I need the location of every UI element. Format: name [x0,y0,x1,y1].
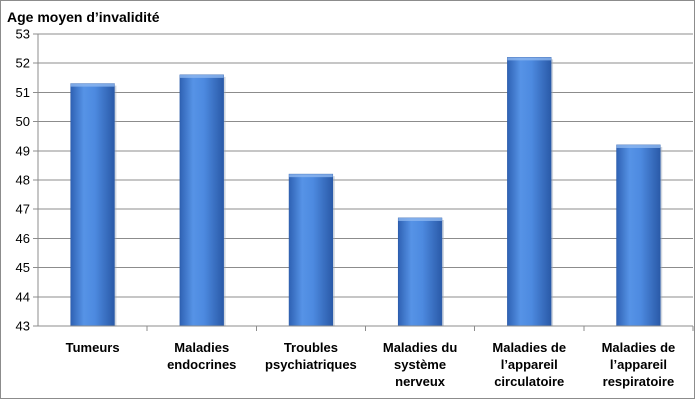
bar [616,144,661,327]
axes [37,34,694,331]
y-axis-ticks: 43 44 45 46 47 48 49 50 51 52 53 [16,27,38,334]
bar-top-highlight [289,174,333,178]
bar [70,83,115,327]
y-tick-label: 43 [16,319,30,334]
x-category-label-line: nerveux [395,374,446,389]
bar-top-highlight [507,57,552,61]
y-tick-label: 46 [16,231,30,246]
x-category-label: Maladies endocrines [167,340,236,372]
y-axis-label: Age moyen d’invalidité [7,9,160,25]
x-category-label: Maladies de l’appareil circulatoire [492,340,566,389]
x-category-label-line: Maladies du [383,340,457,355]
x-category-label-line: Maladies de [602,340,676,355]
x-category-label-line: endocrines [167,357,236,372]
x-category-label: Maladies du système nerveux [383,340,457,389]
y-tick-label: 53 [16,27,30,42]
y-tick-label: 51 [16,85,30,100]
bar [288,173,334,327]
x-category-label-line: psychiatriques [265,357,357,372]
y-tick-label: 52 [16,56,30,71]
x-category-label-line: l’appareil [610,357,667,372]
x-category-label-line: Tumeurs [66,340,120,355]
y-tick-label: 50 [16,114,30,129]
y-tick-label: 49 [16,143,30,158]
x-category-label: Tumeurs [66,340,120,355]
bar [397,217,443,327]
x-category-label-line: Maladies [174,340,229,355]
y-tick-label: 45 [16,260,30,275]
y-tick-label: 48 [16,173,30,188]
x-category-label: Maladies de l’appareil respiratoire [602,340,676,389]
x-category-label-line: Maladies de [492,340,566,355]
bar-top-highlight [179,74,224,78]
bar-top-highlight [616,144,661,148]
bar [179,74,224,327]
bars [70,57,663,327]
gridlines [38,33,693,327]
bar [507,57,552,327]
x-category-label: Troubles psychiatriques [265,340,357,372]
bar-top-highlight [70,83,115,87]
x-category-label-line: circulatoire [494,374,564,389]
x-category-label-line: Troubles [284,340,338,355]
x-category-label-line: respiratoire [603,374,675,389]
x-category-label-line: système [394,357,446,372]
x-category-label-line: l’appareil [501,357,558,372]
bar-top-highlight [398,217,442,221]
y-tick-label: 44 [16,289,30,304]
y-tick-label: 47 [16,202,30,217]
x-axis-categories: Tumeurs Maladies endocrines Troubles psychia… [66,340,676,389]
